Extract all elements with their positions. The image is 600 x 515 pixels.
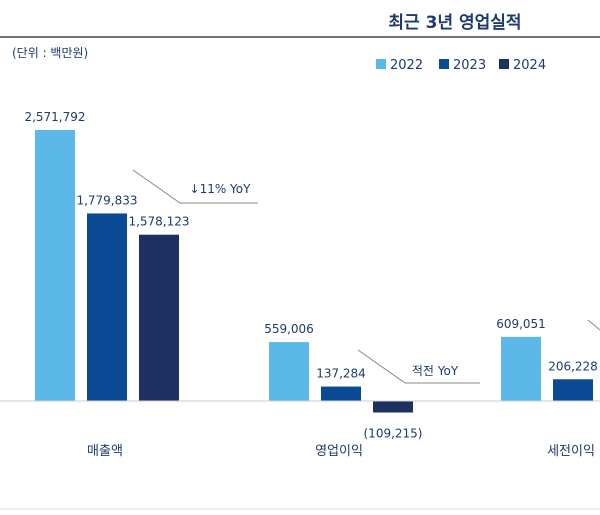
bar-2022	[501, 336, 541, 401]
legend-swatch-2023	[439, 59, 449, 69]
value-label: 1,578,123	[128, 215, 189, 229]
annotation-revenue: ↓11% YoY	[190, 182, 252, 196]
legend-swatch-2022	[376, 59, 386, 69]
bar-2023	[87, 213, 127, 401]
annotation-op-income: 적전 YoY	[412, 364, 459, 378]
value-label: 609,051	[496, 317, 546, 331]
bar-2023	[321, 386, 361, 401]
unit-label: (단위 : 백만원)	[12, 46, 88, 60]
annotation-line	[587, 319, 600, 331]
value-label: 559,006	[264, 322, 314, 336]
value-label: 2,571,792	[24, 110, 85, 124]
value-label: 1,779,833	[76, 193, 137, 207]
bar-2024	[139, 234, 179, 401]
legend-label: 2022	[390, 58, 423, 73]
category-label: 세전이익	[547, 444, 595, 459]
bar-2024	[373, 401, 413, 413]
legend-label: 2024	[513, 58, 546, 73]
value-label: (109,215)	[364, 427, 423, 441]
value-label: 137,284	[316, 367, 366, 381]
bar-2022	[35, 130, 75, 401]
category-label: 매출액	[87, 444, 123, 459]
bar-2023	[553, 379, 593, 401]
chart-title: 최근 3년 영업실적	[388, 13, 521, 33]
category-label: 영업이익	[315, 444, 363, 459]
value-label: 206,228	[548, 359, 598, 373]
annotation-line	[357, 349, 480, 384]
legend: 2022 2023 2024	[376, 58, 546, 73]
legend-label: 2023	[453, 58, 486, 73]
legend-swatch-2024	[499, 59, 509, 69]
bar-2022	[269, 342, 309, 401]
annotation-line	[132, 169, 258, 204]
